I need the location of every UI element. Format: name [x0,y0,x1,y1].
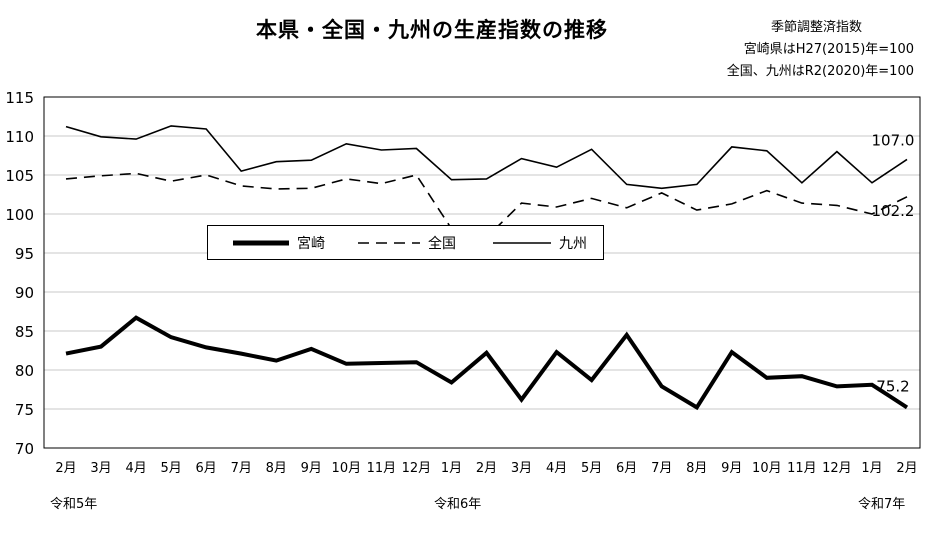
xtick-label: 7月 [231,461,252,476]
xtick-label: 10月 [332,461,362,476]
era-label-r7: 令和7年 [858,497,906,512]
xtick-label: 4月 [125,461,146,476]
xtick-label: 2月 [55,461,76,476]
ytick-label-85: 85 [15,323,34,341]
note-miyazaki-base: 宮崎県はH27(2015)年=100 [743,42,914,57]
legend-label-national: 全国 [428,235,456,252]
xtick-label: 8月 [686,461,707,476]
plot-area-frame [43,96,921,449]
xtick-label: 6月 [616,461,637,476]
chart-legend: 宮崎 全国 九州 [207,225,604,260]
xtick-label: 2月 [896,461,917,476]
chart-title: 本県・全国・九州の生産指数の推移 [256,18,608,42]
x-axis-tick-labels: 2月 3月 4月 5月 6月 7月 8月 9月 10月 11月 12月 1月 2月 3月 4月 5月 6月 7月 8… [55,461,917,476]
annotation-label: 107.0 [872,131,915,149]
legend-item-kyushu: 九州 [493,226,587,259]
xtick-label: 5月 [581,461,602,476]
legend-line-thin [493,241,551,244]
xtick-label: 3月 [511,461,532,476]
xtick-label: 4月 [546,461,567,476]
series-line-九州 [65,125,908,190]
xtick-label: 12月 [402,461,432,476]
xtick-label: 3月 [90,461,111,476]
legend-item-national: 全国 [358,226,456,259]
xtick-label: 2月 [476,461,497,476]
era-label-r5: 令和5年 [50,497,98,512]
legend-line-dashed [358,241,420,244]
ytick-label-90: 90 [15,284,34,302]
ytick-label-95: 95 [15,245,34,263]
xtick-label: 11月 [367,461,397,476]
xtick-label: 1月 [861,461,882,476]
note-seasonal: 季節調整済指数 [770,20,862,35]
legend-item-miyazaki: 宮崎 [233,226,325,259]
legend-line-thick [233,240,289,245]
xtick-label: 1月 [441,461,462,476]
ytick-label-110: 110 [5,128,34,146]
legend-label-kyushu: 九州 [559,235,587,252]
xtick-label: 6月 [196,461,217,476]
era-label-r6: 令和6年 [434,497,482,512]
xtick-label: 9月 [721,461,742,476]
y-axis-tick-labels: 70 75 80 85 90 95 100 105 110 115 [5,89,34,458]
value-annotations: 107.0 102.2 75.2 [872,131,915,395]
ytick-label-70: 70 [15,440,34,458]
xtick-label: 5月 [160,461,181,476]
series-line-宮崎 [65,315,909,411]
ytick-label-100: 100 [5,206,34,224]
ytick-label-105: 105 [5,167,34,185]
xtick-label: 8月 [266,461,287,476]
xtick-label: 10月 [752,461,782,476]
legend-label-miyazaki: 宮崎 [297,235,325,252]
series-lines [65,125,909,411]
ytick-label-115: 115 [5,89,34,107]
xtick-label: 12月 [822,461,852,476]
note-national-base: 全国、九州はR2(2020)年=100 [726,64,914,79]
annotation-label: 75.2 [876,377,909,395]
xtick-label: 7月 [651,461,672,476]
xtick-label: 11月 [787,461,817,476]
grid-lines [44,135,920,410]
ytick-label-80: 80 [15,362,34,380]
ytick-label-75: 75 [15,401,34,419]
annotation-label: 102.2 [872,202,915,220]
xtick-label: 9月 [301,461,322,476]
